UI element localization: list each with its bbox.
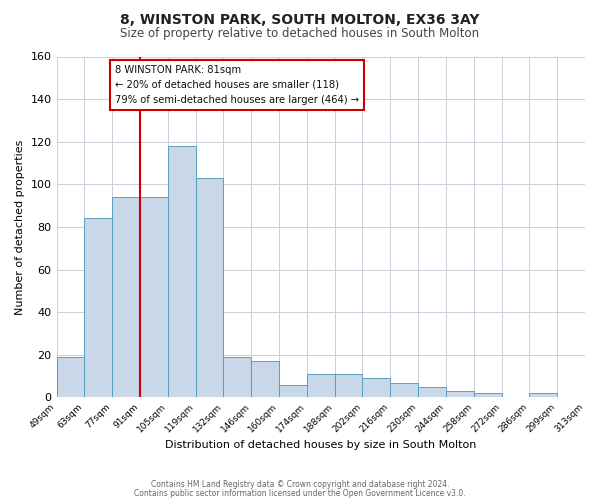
Bar — [335, 374, 362, 398]
Text: Size of property relative to detached houses in South Molton: Size of property relative to detached ho… — [121, 28, 479, 40]
Bar — [362, 378, 391, 398]
Bar — [223, 357, 251, 398]
Bar — [307, 374, 335, 398]
Bar — [112, 197, 140, 398]
Bar — [446, 391, 474, 398]
Bar — [474, 393, 502, 398]
X-axis label: Distribution of detached houses by size in South Molton: Distribution of detached houses by size … — [165, 440, 476, 450]
Bar — [196, 178, 223, 398]
Y-axis label: Number of detached properties: Number of detached properties — [15, 140, 25, 314]
Bar — [529, 393, 557, 398]
Bar — [418, 387, 446, 398]
Text: 8 WINSTON PARK: 81sqm
← 20% of detached houses are smaller (118)
79% of semi-det: 8 WINSTON PARK: 81sqm ← 20% of detached … — [115, 65, 359, 104]
Bar — [56, 357, 85, 398]
Text: 8, WINSTON PARK, SOUTH MOLTON, EX36 3AY: 8, WINSTON PARK, SOUTH MOLTON, EX36 3AY — [120, 12, 480, 26]
Bar — [251, 362, 279, 398]
Bar — [391, 382, 418, 398]
Bar — [85, 218, 112, 398]
Bar — [279, 384, 307, 398]
Text: Contains HM Land Registry data © Crown copyright and database right 2024.: Contains HM Land Registry data © Crown c… — [151, 480, 449, 489]
Bar — [168, 146, 196, 398]
Bar — [140, 197, 168, 398]
Text: Contains public sector information licensed under the Open Government Licence v3: Contains public sector information licen… — [134, 488, 466, 498]
